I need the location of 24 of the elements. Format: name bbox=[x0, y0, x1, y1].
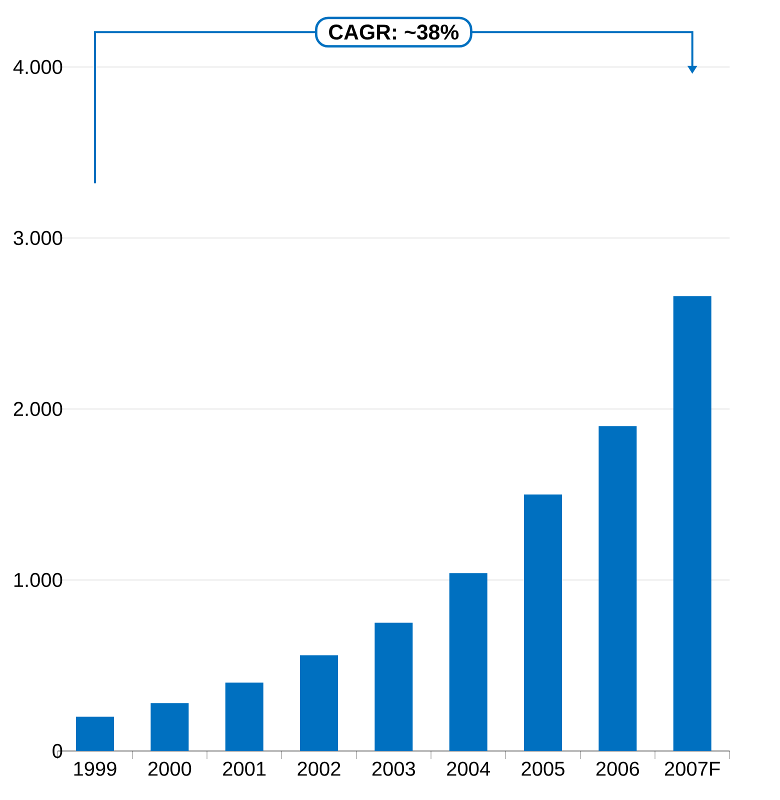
x-tick-label: 2001 bbox=[223, 762, 266, 776]
bar bbox=[150, 703, 189, 751]
y-tick-label: 3.000 bbox=[14, 230, 62, 246]
bar bbox=[449, 573, 488, 751]
x-tick-label: 2000 bbox=[148, 762, 192, 776]
bar bbox=[673, 296, 712, 751]
y-tick-label: 1.000 bbox=[14, 572, 62, 588]
bar bbox=[598, 426, 637, 751]
x-tick-label: 2003 bbox=[372, 762, 416, 776]
y-tick-label: 2.000 bbox=[14, 402, 62, 416]
x-tick-label: 2002 bbox=[298, 762, 340, 776]
bar bbox=[225, 682, 264, 751]
y-tick-label: 0 bbox=[52, 744, 62, 758]
x-tick-label: 2006 bbox=[596, 762, 640, 776]
bar bbox=[374, 622, 413, 751]
bar bbox=[76, 716, 114, 751]
bar bbox=[300, 655, 338, 751]
x-tick-label: 2007F bbox=[664, 762, 720, 776]
text: CAGR: ~38% bbox=[329, 24, 459, 40]
x-tick-label: 1999 bbox=[74, 762, 116, 776]
x-tick-label: 2005 bbox=[522, 762, 564, 776]
y-tick-label: 4.000 bbox=[13, 60, 62, 74]
bar bbox=[524, 494, 562, 751]
x-tick-label: 2004 bbox=[447, 762, 490, 776]
